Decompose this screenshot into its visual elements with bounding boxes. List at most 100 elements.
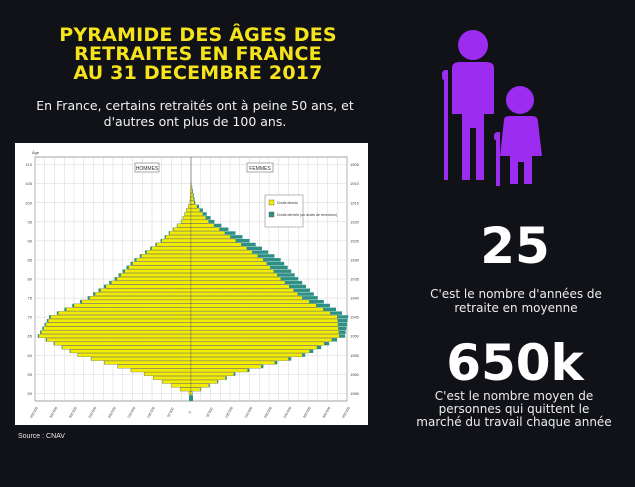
age-tick-label: 95 xyxy=(28,219,33,224)
subtitle: En France, certains retraités ont à pein… xyxy=(20,98,370,130)
population-tick-label: 250 000 xyxy=(88,406,98,419)
bar-women-direct xyxy=(190,273,278,277)
bar-men-direct xyxy=(132,261,192,266)
bar-women-survivor xyxy=(337,315,349,319)
bar-women-survivor xyxy=(230,235,243,239)
population-tick-label: 200 000 xyxy=(263,406,273,419)
bar-women-survivor xyxy=(316,303,330,308)
bar-women-survivor xyxy=(323,307,337,312)
bar-men-direct xyxy=(91,357,192,361)
bar-men-direct xyxy=(187,204,192,209)
bar-men-direct xyxy=(182,215,192,220)
bar-women-direct xyxy=(190,246,247,251)
bar-men-direct xyxy=(41,330,192,335)
bar-women-direct xyxy=(190,326,339,331)
bar-men-direct xyxy=(156,242,192,247)
legend-swatch-survivor xyxy=(268,211,275,218)
bar-men-direct xyxy=(62,345,192,350)
men-label: HOMMES xyxy=(136,166,159,172)
age-pyramid-chart: 110 1905 105 1910 100 1915 95 1920 90 1925 85 1930 8… xyxy=(15,143,368,425)
bar-men-survivor xyxy=(118,273,121,277)
bar-women-survivor xyxy=(257,254,275,258)
bar-men-survivor xyxy=(103,284,106,289)
population-tick-label: 300 000 xyxy=(302,406,312,419)
bar-women-direct xyxy=(190,231,226,235)
bar-men-survivor xyxy=(160,238,162,243)
bar-women-survivor xyxy=(330,311,343,315)
bar-men-direct xyxy=(77,353,192,357)
population-tick-label: 200 000 xyxy=(107,406,117,419)
bar-men-survivor xyxy=(109,280,112,285)
age-tick-label: 50 xyxy=(28,391,33,396)
bar-men-direct xyxy=(188,391,192,396)
elderly-couple-icon xyxy=(442,30,542,186)
age-tick-label: 100 xyxy=(25,200,32,205)
stat-leavers-value: 650k xyxy=(446,334,584,392)
bar-women-survivor xyxy=(284,280,303,285)
bar-women-direct xyxy=(190,269,274,274)
bar-women-direct xyxy=(190,368,248,373)
bar-women-survivor xyxy=(338,322,347,327)
bar-men-direct xyxy=(169,231,192,235)
bar-women-survivor xyxy=(252,250,269,254)
bar-women-direct xyxy=(190,299,310,304)
bar-men-direct xyxy=(177,223,192,228)
bar-women-survivor xyxy=(194,200,196,205)
bar-men-direct xyxy=(151,246,192,251)
population-tick-label: 100 000 xyxy=(146,406,156,419)
title-line-3: AU 31 DECEMBRE 2017 xyxy=(73,62,323,84)
bar-women-direct xyxy=(190,357,289,361)
bar-men-direct xyxy=(186,208,192,213)
bar-women-survivor xyxy=(233,372,236,376)
bar-men-survivor xyxy=(44,322,46,327)
bar-women-survivor xyxy=(193,197,195,201)
bar-women-direct xyxy=(190,337,332,342)
population-tick-label: 250 000 xyxy=(283,406,293,419)
bar-men-direct xyxy=(117,364,192,369)
bar-women-direct xyxy=(190,379,218,384)
bar-women-survivor xyxy=(193,193,194,197)
age-tick-label: 105 xyxy=(25,181,32,186)
source-note: Source : CNAV xyxy=(18,433,65,440)
bar-men-direct xyxy=(144,372,192,376)
year-tick-label: 1930 xyxy=(350,257,360,262)
bar-men-survivor xyxy=(168,231,170,235)
stat-retirement-years-desc: C'est le nombre d'années de retraite en … xyxy=(430,287,602,315)
bar-men-survivor xyxy=(93,292,96,296)
women-label-box xyxy=(246,162,274,173)
bar-men-direct xyxy=(111,280,192,285)
bar-men-survivor xyxy=(98,288,101,292)
bar-women-survivor xyxy=(297,292,314,296)
stat-leavers-desc: C'est le nombre moyen de personnes qui q… xyxy=(416,390,612,429)
bar-men-survivor xyxy=(122,269,125,273)
bar-young-survivor xyxy=(189,395,193,401)
age-tick-label: 80 xyxy=(28,277,33,282)
bar-men-direct xyxy=(100,288,192,293)
bar-women-direct xyxy=(190,341,325,346)
bar-men-survivor xyxy=(164,235,166,239)
bar-women-direct xyxy=(190,364,262,369)
bar-women-survivor xyxy=(302,353,306,357)
bar-women-direct xyxy=(190,276,281,281)
bar-women-direct xyxy=(190,265,271,270)
bar-men-survivor xyxy=(126,265,129,270)
bar-men-direct xyxy=(48,318,192,323)
men-label-box xyxy=(134,162,160,173)
bar-women-survivor xyxy=(338,330,346,334)
bar-women-direct xyxy=(190,200,195,205)
age-tick-label: 70 xyxy=(28,315,33,320)
bar-men-direct xyxy=(66,307,192,312)
bar-men-direct xyxy=(179,387,192,392)
bar-women-survivor xyxy=(337,319,348,323)
bar-men-direct xyxy=(116,276,192,281)
bar-women-survivor xyxy=(261,364,264,369)
bar-women-direct xyxy=(190,242,242,247)
bar-men-direct xyxy=(120,273,192,277)
bar-women-direct xyxy=(190,318,338,323)
bar-women-direct xyxy=(190,223,215,228)
bar-women-direct xyxy=(190,193,194,197)
bar-women-survivor xyxy=(202,212,207,216)
bar-men-survivor xyxy=(39,330,42,334)
bar-women-direct xyxy=(190,383,210,388)
legend-label-survivor: Droits dérivés (ou droits de réversion) xyxy=(277,213,337,217)
